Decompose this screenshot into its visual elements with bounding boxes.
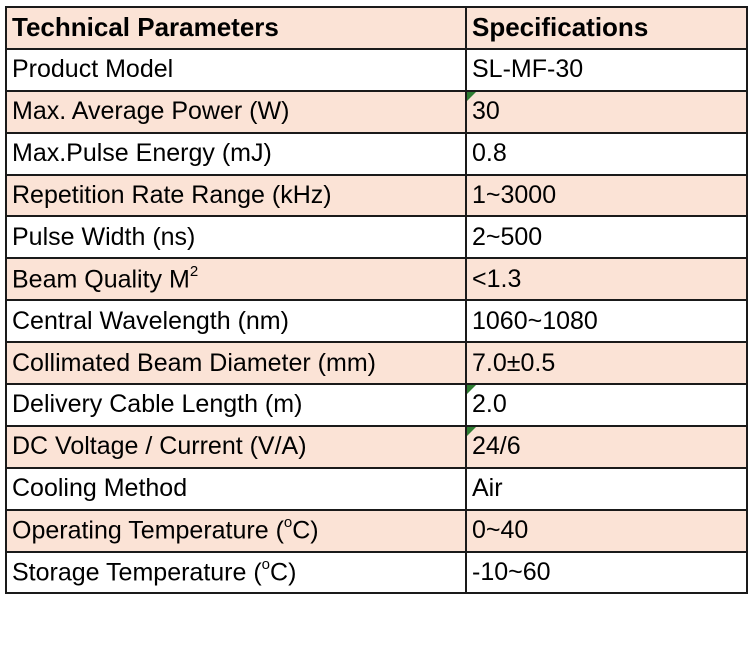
parameter-cell: Product Model [5, 47, 467, 92]
parameter-superscript: 2 [189, 262, 199, 280]
table-row: Product Model SL-MF-30 [5, 47, 748, 92]
specification-cell: 1060~1080 [465, 299, 748, 344]
parameter-label-tail: C) [292, 516, 319, 545]
specification-cell: <1.3 [465, 257, 748, 302]
table-row: Delivery Cable Length (m) 2.0 [5, 383, 748, 427]
parameter-cell: Repetition Rate Range (kHz) [5, 173, 467, 218]
specification-cell: 30 [465, 89, 748, 134]
parameter-superscript: o [283, 513, 293, 531]
specification-value: 1060~1080 [472, 306, 598, 335]
specification-cell: 0~40 [465, 508, 748, 553]
parameter-label: Central Wavelength (nm) [12, 306, 289, 335]
parameter-cell: Max. Average Power (W) [5, 89, 467, 134]
specification-cell: -10~60 [465, 550, 748, 595]
parameter-label: Max.Pulse Energy (mJ) [12, 139, 272, 168]
table-row: Repetition Rate Range (kHz) 1~3000 [5, 173, 748, 218]
table-row: Max.Pulse Energy (mJ) 0.8 [5, 131, 748, 176]
table-header-row: Technical Parameters Specifications [5, 6, 748, 50]
specification-value: -10~60 [472, 558, 551, 587]
table-row: Operating Temperature (oC) 0~40 [5, 508, 748, 553]
parameter-label: Beam Quality M [12, 264, 190, 293]
table-row: Collimated Beam Diameter (mm) 7.0±0.5 [5, 341, 748, 386]
specification-cell: Air [465, 466, 748, 511]
specification-table: Technical Parameters Specifications Prod… [5, 6, 748, 595]
parameter-cell: Delivery Cable Length (m) [5, 383, 467, 427]
parameter-label: Operating Temperature ( [12, 516, 284, 545]
table-row: Central Wavelength (nm) 1060~1080 [5, 299, 748, 344]
cell-comment-marker [467, 385, 476, 395]
parameter-label: Collimated Beam Diameter (mm) [12, 348, 376, 377]
parameter-cell: Storage Temperature (oC) [5, 550, 467, 595]
specification-value: SL-MF-30 [472, 55, 584, 84]
specification-value: 0.8 [472, 139, 507, 168]
table-row: Max. Average Power (W) 30 [5, 89, 748, 134]
parameter-cell: Max.Pulse Energy (mJ) [5, 131, 467, 176]
specification-cell: 7.0±0.5 [465, 341, 748, 386]
parameter-label: DC Voltage / Current (V/A) [12, 432, 307, 461]
parameter-label: Max. Average Power (W) [12, 97, 290, 126]
specification-cell: 1~3000 [465, 173, 748, 218]
table-row: Cooling Method Air [5, 466, 748, 511]
parameter-cell: Operating Temperature (oC) [5, 508, 467, 553]
specification-value: Air [472, 474, 503, 503]
cell-comment-marker [467, 91, 476, 101]
specification-value: 0~40 [472, 516, 529, 545]
parameter-label-tail: C) [270, 558, 297, 587]
table-row: Pulse Width (ns) 2~500 [5, 215, 748, 260]
specification-value: 24/6 [472, 432, 521, 461]
parameter-label: Cooling Method [12, 474, 188, 503]
specification-value: 30 [472, 97, 500, 126]
parameter-label: Pulse Width (ns) [12, 222, 196, 251]
table-row: Storage Temperature (oC) -10~60 [5, 550, 748, 595]
specification-value: 7.0±0.5 [472, 348, 556, 377]
parameter-cell: Pulse Width (ns) [5, 215, 467, 260]
specification-cell: 2.0 [465, 383, 748, 427]
parameter-cell: Central Wavelength (nm) [5, 299, 467, 344]
parameter-cell: DC Voltage / Current (V/A) [5, 424, 467, 469]
table-row: Beam Quality M2 <1.3 [5, 257, 748, 302]
parameter-label: Repetition Rate Range (kHz) [12, 181, 332, 209]
specification-value: 2~500 [472, 222, 543, 251]
specification-cell: 0.8 [465, 131, 748, 176]
parameter-label: Delivery Cable Length (m) [12, 390, 303, 419]
table-row: DC Voltage / Current (V/A) 24/6 [5, 424, 748, 469]
parameter-label: Product Model [12, 55, 174, 84]
parameter-cell: Beam Quality M2 [5, 257, 467, 302]
parameter-superscript: o [261, 555, 271, 573]
specification-cell: 24/6 [465, 424, 748, 469]
header-specifications: Specifications [465, 6, 748, 50]
table-body: Product Model SL-MF-30 Max. Average Power … [5, 47, 748, 595]
parameter-label: Storage Temperature ( [12, 558, 262, 587]
specification-value: <1.3 [472, 264, 522, 293]
specification-cell: SL-MF-30 [465, 47, 748, 92]
parameter-cell: Collimated Beam Diameter (mm) [5, 341, 467, 386]
specification-cell: 2~500 [465, 215, 748, 260]
specification-value: 1~3000 [472, 181, 557, 209]
specification-value: 2.0 [472, 390, 507, 419]
header-technical-parameters: Technical Parameters [5, 6, 467, 50]
cell-comment-marker [467, 426, 476, 436]
parameter-cell: Cooling Method [5, 466, 467, 511]
